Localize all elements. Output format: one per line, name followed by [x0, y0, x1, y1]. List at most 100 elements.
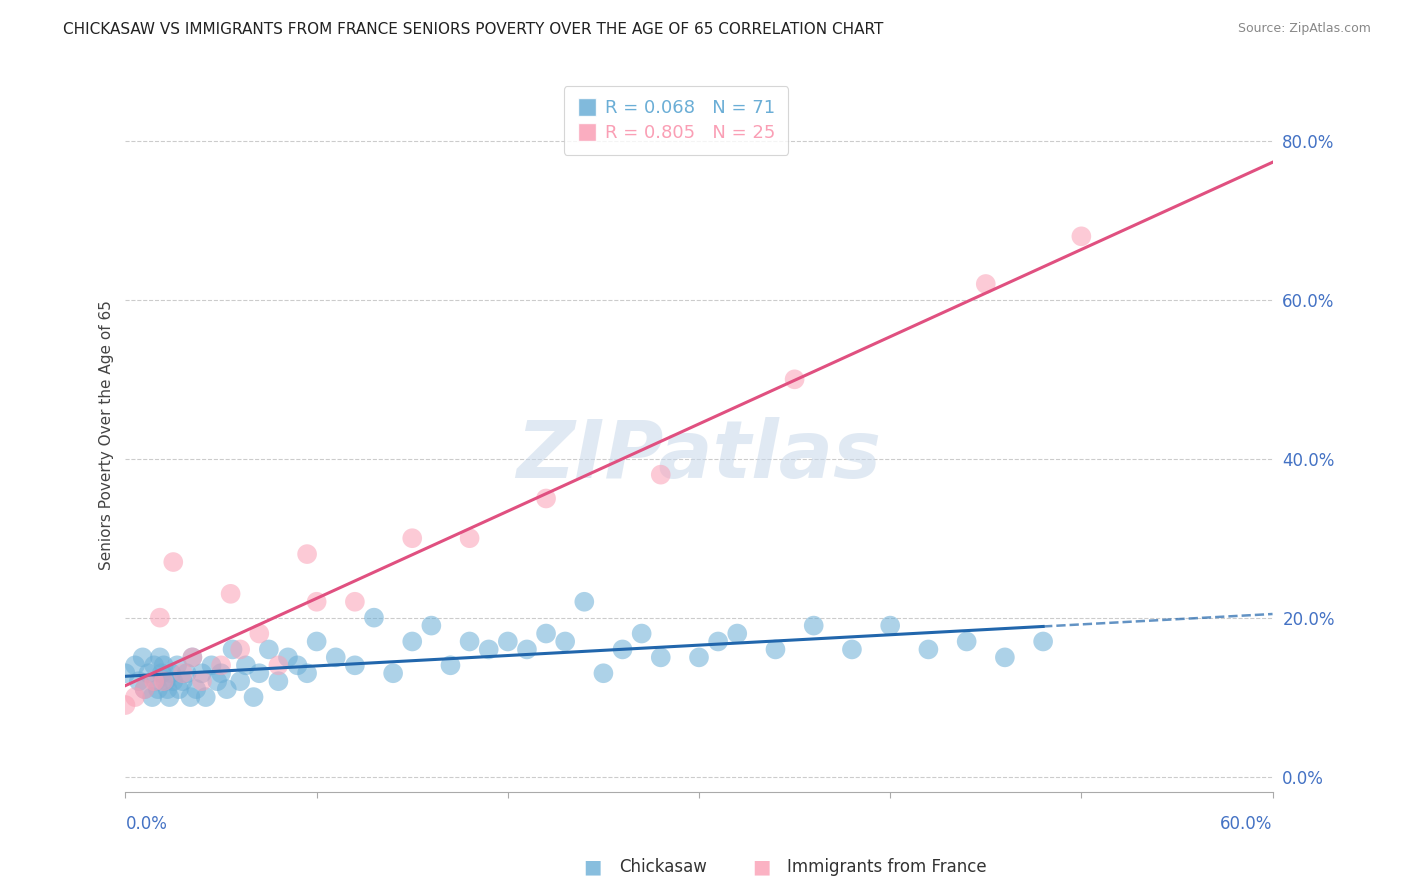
Point: [209, 658, 232, 673]
Point: [179, 690, 201, 704]
Point: [267, 674, 290, 689]
Point: [803, 618, 825, 632]
Point: [219, 587, 242, 601]
Point: [592, 666, 614, 681]
Text: ZIPatlas: ZIPatlas: [516, 417, 882, 495]
Point: [650, 650, 672, 665]
Point: [134, 682, 156, 697]
Point: [325, 650, 347, 665]
Point: [277, 650, 299, 665]
Point: [156, 682, 179, 697]
Point: [401, 531, 423, 545]
Point: [343, 658, 366, 673]
Point: [554, 634, 576, 648]
Point: [879, 618, 901, 632]
Point: [725, 626, 748, 640]
Legend: R = 0.068   N = 71, R = 0.805   N = 25: R = 0.068 N = 71, R = 0.805 N = 25: [564, 87, 789, 155]
Point: [994, 650, 1017, 665]
Point: [305, 634, 328, 648]
Point: [247, 666, 270, 681]
Point: [215, 682, 238, 697]
Point: [1070, 229, 1092, 244]
Point: [295, 547, 318, 561]
Point: [124, 658, 146, 673]
Text: CHICKASAW VS IMMIGRANTS FROM FRANCE SENIORS POVERTY OVER THE AGE OF 65 CORRELATI: CHICKASAW VS IMMIGRANTS FROM FRANCE SENI…: [63, 22, 883, 37]
Point: [162, 555, 184, 569]
Point: [439, 658, 461, 673]
Point: [152, 674, 174, 689]
Point: [143, 674, 166, 689]
Point: [209, 666, 232, 681]
Text: ■: ■: [752, 857, 770, 877]
Point: [181, 650, 204, 665]
Point: [783, 372, 806, 386]
Point: [247, 626, 270, 640]
Point: [478, 642, 501, 657]
Point: [166, 658, 188, 673]
Point: [496, 634, 519, 648]
Point: [382, 666, 405, 681]
Point: [114, 666, 136, 681]
Point: [149, 650, 172, 665]
Point: [159, 690, 181, 704]
Point: [149, 610, 172, 624]
Point: [124, 690, 146, 704]
Point: [295, 666, 318, 681]
Point: [420, 618, 443, 632]
Point: [630, 626, 652, 640]
Text: Immigrants from France: Immigrants from France: [787, 858, 987, 876]
Text: ■: ■: [583, 857, 602, 877]
Text: Chickasaw: Chickasaw: [619, 858, 707, 876]
Point: [235, 658, 257, 673]
Point: [534, 626, 557, 640]
Point: [257, 642, 280, 657]
Point: [574, 595, 596, 609]
Point: [152, 658, 174, 673]
Point: [516, 642, 538, 657]
Point: [287, 658, 309, 673]
Y-axis label: Seniors Poverty Over the Age of 65: Seniors Poverty Over the Age of 65: [100, 300, 114, 570]
Point: [534, 491, 557, 506]
Point: [1032, 634, 1054, 648]
Point: [267, 658, 290, 673]
Point: [200, 658, 222, 673]
Point: [458, 634, 481, 648]
Point: [229, 674, 252, 689]
Point: [707, 634, 730, 648]
Point: [765, 642, 787, 657]
Point: [194, 690, 217, 704]
Point: [186, 682, 208, 697]
Point: [221, 642, 243, 657]
Point: [956, 634, 979, 648]
Point: [401, 634, 423, 648]
Point: [114, 698, 136, 712]
Point: [162, 674, 184, 689]
Point: [145, 674, 167, 689]
Point: [141, 690, 163, 704]
Point: [207, 674, 229, 689]
Text: 60.0%: 60.0%: [1220, 815, 1272, 833]
Point: [191, 666, 214, 681]
Point: [150, 666, 173, 681]
Point: [688, 650, 710, 665]
Point: [155, 674, 177, 689]
Point: [128, 674, 150, 689]
Point: [181, 650, 204, 665]
Point: [172, 666, 194, 681]
Point: [167, 682, 190, 697]
Point: [363, 610, 385, 624]
Point: [172, 674, 194, 689]
Point: [176, 666, 198, 681]
Point: [143, 658, 166, 673]
Point: [160, 666, 183, 681]
Point: [191, 674, 214, 689]
Point: [138, 666, 160, 681]
Point: [229, 642, 252, 657]
Point: [974, 277, 997, 291]
Point: [841, 642, 863, 657]
Point: [343, 595, 366, 609]
Point: [305, 595, 328, 609]
Point: [458, 531, 481, 545]
Point: [242, 690, 264, 704]
Text: Source: ZipAtlas.com: Source: ZipAtlas.com: [1237, 22, 1371, 36]
